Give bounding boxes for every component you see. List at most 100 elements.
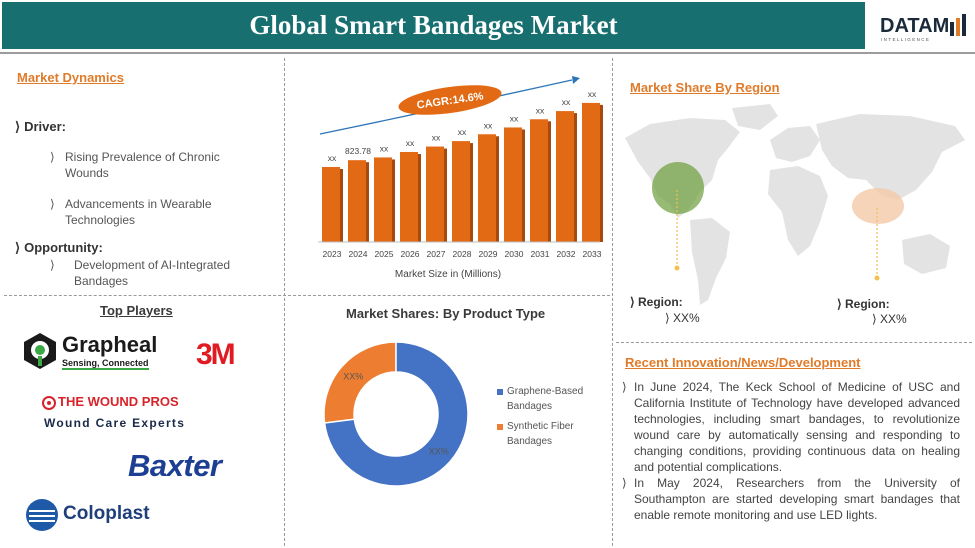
driver-text: Rising Prevalence of Chronic Wounds [65, 150, 220, 180]
region-value-1: ⟩ XX% [665, 311, 700, 325]
region-pointer-dot [674, 265, 680, 271]
x-tick-label: 2033 [583, 249, 602, 259]
bar-shade-2033 [600, 104, 603, 242]
donut-slice-synthetic [323, 341, 397, 424]
bar-2032 [556, 111, 574, 242]
chevron-right-icon: ⟩ [50, 150, 55, 164]
region-value-text: XX% [880, 312, 907, 326]
growth-arrow-head [572, 76, 580, 84]
chevron-right-icon: ⟩ [15, 119, 21, 134]
south-america-shape [690, 218, 730, 305]
region-value-2: ⟩ XX% [872, 312, 907, 326]
3m-logo: 3M [196, 338, 236, 372]
wound-pros-tagline: Wound Care Experts [44, 416, 186, 430]
chevron-right-icon: ⟩ [15, 240, 21, 255]
wound-pros-name: THE WOUND PROS [58, 394, 179, 409]
asia-shape [816, 114, 965, 200]
x-tick-label: 2030 [505, 249, 524, 259]
region-label-text: Region: [638, 295, 683, 309]
x-tick-label: 2029 [479, 249, 498, 259]
bar-data-label: xx [328, 153, 337, 163]
wound-pros-logo: THE WOUND PROS Wound Care Experts [42, 394, 192, 432]
bar-shade-2025 [392, 159, 395, 242]
bar-2026 [400, 152, 418, 242]
region-bubble-asia [852, 188, 904, 224]
x-tick-label: 2028 [453, 249, 472, 259]
bar-shade-2024 [366, 162, 369, 242]
donut-data-label: XX% [343, 371, 363, 381]
header: Global Smart Bandages Market DATAM INTEL… [0, 0, 975, 52]
bar-shade-2032 [574, 113, 577, 242]
x-tick-label: 2032 [557, 249, 576, 259]
grapheal-mark-icon [24, 333, 56, 369]
market-dynamics-title: Market Dynamics [17, 70, 124, 85]
chevron-right-icon: ⟩ [622, 476, 627, 490]
australia-shape [902, 234, 950, 274]
page-title: Global Smart Bandages Market [249, 10, 618, 40]
bar-shade-2028 [470, 143, 473, 242]
bar-2027 [426, 146, 444, 242]
legend-swatch-blue [497, 389, 503, 395]
donut-title: Market Shares: By Product Type [346, 306, 546, 321]
driver-label: Driver: [24, 119, 66, 134]
opportunity-text: Development of AI-Integrated Bandages [74, 258, 231, 288]
opportunity-item: ⟩ Development of AI-Integrated Bandages [50, 257, 260, 289]
chevron-right-icon: ⟩ [872, 312, 881, 326]
bar-2033 [582, 102, 600, 242]
bar-data-label: 823.78 [345, 146, 371, 156]
baxter-text: Baxter [128, 448, 222, 483]
driver-item: ⟩ Advancements in Wearable Technologies [50, 196, 250, 228]
baxter-logo: Baxter [128, 448, 222, 484]
bar-shade-2029 [496, 136, 499, 242]
africa-shape [768, 166, 828, 256]
coloplast-logo: Coloplast [25, 497, 165, 533]
legend-item-graphene: Graphene-Based Bandages [497, 384, 607, 414]
logo-subtitle: INTELLIGENCE [881, 37, 931, 42]
header-band [2, 2, 865, 49]
grapheal-name: Grapheal [62, 332, 158, 357]
bar-2024 [348, 160, 366, 242]
legend-label: Synthetic Fiber Bandages [507, 421, 574, 447]
donut-data-label: XX% [429, 447, 449, 457]
bar-2030 [504, 127, 522, 242]
grapheal-logo: Grapheal Sensing, Connected [22, 332, 157, 372]
news-text: In June 2024, The Keck School of Medicin… [634, 380, 960, 474]
x-tick-label: 2025 [375, 249, 394, 259]
coloplast-mark-icon [26, 499, 58, 531]
legend-item-synthetic: Synthetic Fiber Bandages [497, 419, 607, 449]
bar-shade-2027 [444, 148, 447, 242]
news-item: ⟩ In June 2024, The Keck School of Medic… [622, 379, 960, 475]
x-tick-label: 2024 [349, 249, 368, 259]
x-tick-label: 2031 [531, 249, 550, 259]
chevron-right-icon: ⟩ [665, 311, 674, 325]
divider-horizontal-right [616, 342, 972, 343]
region-value-text: XX% [673, 311, 700, 325]
region-bubble-north-america [652, 162, 704, 214]
bar-shade-2026 [418, 154, 421, 242]
bar-data-label: xx [510, 113, 519, 123]
grapheal-tagline: Sensing, Connected [62, 358, 149, 370]
bar-shade-2030 [522, 129, 525, 242]
chevron-right-icon: ⟩ [837, 297, 846, 311]
greenland-shape [732, 104, 778, 130]
region-title: Market Share By Region [630, 80, 780, 95]
opportunity-label: Opportunity: [24, 240, 103, 255]
x-tick-label: 2026 [401, 249, 420, 259]
news-text: In May 2024, Researchers from the Univer… [634, 476, 960, 522]
bar-data-label: xx [484, 120, 493, 130]
region-item-1: ⟩ Region: [630, 295, 683, 309]
logo-bars-icon [950, 14, 966, 36]
opportunity-heading: ⟩ Opportunity: [15, 240, 103, 256]
region-label-text: Region: [845, 297, 890, 311]
bar-shade-2023 [340, 169, 343, 242]
3m-text: 3M [196, 338, 236, 371]
driver-item: ⟩ Rising Prevalence of Chronic Wounds [50, 149, 250, 181]
chevron-right-icon: ⟩ [630, 295, 639, 309]
x-axis-title: Market Size in (Millions) [395, 269, 501, 280]
cagr-badge [398, 85, 502, 115]
logo-text: DATAM [880, 15, 950, 37]
bar-shade-2031 [548, 121, 551, 242]
bar-data-label: xx [588, 89, 597, 99]
region-item-2: ⟩ Region: [837, 297, 890, 311]
